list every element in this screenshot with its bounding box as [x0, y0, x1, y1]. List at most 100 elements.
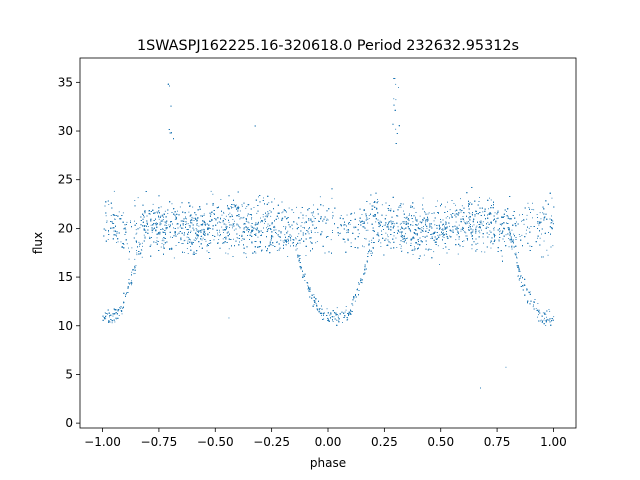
data-point	[136, 232, 138, 234]
data-point	[442, 232, 444, 233]
data-point	[410, 242, 412, 244]
data-point	[202, 233, 204, 235]
data-point	[107, 239, 109, 240]
data-point	[193, 239, 195, 241]
data-point	[149, 213, 151, 215]
data-point	[479, 197, 480, 198]
data-point	[246, 228, 248, 230]
data-point	[134, 220, 135, 222]
data-point	[174, 218, 176, 220]
data-point	[182, 224, 184, 226]
data-point	[156, 211, 158, 213]
data-point	[232, 227, 233, 229]
data-point	[282, 240, 284, 242]
data-point	[545, 314, 547, 315]
data-point	[219, 229, 220, 231]
data-point	[529, 292, 530, 293]
data-point	[199, 246, 200, 248]
data-point	[196, 225, 198, 226]
data-point	[225, 236, 226, 238]
data-point	[123, 244, 125, 245]
data-point	[307, 288, 309, 290]
data-point	[150, 218, 152, 220]
data-point	[322, 205, 324, 207]
data-point	[406, 238, 408, 239]
data-point	[184, 239, 186, 241]
data-point	[337, 317, 339, 318]
data-point	[186, 223, 188, 225]
data-point	[105, 215, 107, 217]
data-point	[542, 212, 544, 214]
data-point	[427, 213, 429, 215]
data-point	[251, 217, 253, 219]
data-point	[191, 222, 193, 224]
data-point	[263, 197, 264, 199]
data-point	[398, 87, 399, 88]
data-point	[190, 218, 192, 220]
data-point	[549, 310, 551, 312]
data-point	[506, 211, 507, 212]
data-point	[139, 245, 140, 247]
data-point	[505, 366, 507, 368]
data-point	[116, 242, 117, 243]
data-point	[222, 242, 223, 244]
data-point	[410, 239, 412, 241]
data-point	[449, 225, 450, 227]
data-point	[131, 280, 132, 282]
data-point	[340, 215, 342, 216]
data-point	[222, 221, 224, 223]
data-point	[430, 226, 432, 227]
data-point	[408, 215, 410, 216]
data-point	[296, 206, 297, 208]
data-point	[532, 306, 534, 308]
data-point	[266, 227, 267, 229]
data-point	[537, 237, 538, 239]
data-point	[276, 242, 277, 243]
data-point	[419, 215, 421, 217]
data-point	[248, 204, 250, 206]
data-point	[507, 215, 509, 217]
data-point	[508, 246, 510, 248]
data-point	[393, 98, 395, 100]
data-point	[281, 212, 283, 214]
data-point	[451, 215, 452, 217]
data-point	[209, 242, 211, 244]
data-point	[482, 236, 484, 238]
data-point	[290, 238, 292, 240]
data-point	[179, 206, 181, 208]
data-point	[297, 236, 299, 237]
data-point	[234, 204, 235, 206]
data-point	[407, 223, 409, 225]
data-point	[283, 226, 285, 227]
data-point	[118, 315, 120, 316]
data-point	[227, 207, 229, 209]
data-point	[437, 238, 438, 239]
data-point	[269, 224, 271, 226]
data-point	[519, 270, 521, 272]
data-point	[330, 312, 332, 314]
data-point	[465, 232, 467, 234]
data-point	[516, 221, 517, 223]
data-point	[108, 204, 110, 205]
data-point	[118, 211, 120, 213]
data-point	[204, 225, 206, 226]
data-point	[482, 211, 484, 213]
data-point	[472, 221, 474, 223]
data-point	[260, 221, 261, 223]
data-point	[462, 216, 464, 217]
data-point	[551, 215, 552, 217]
data-point	[487, 221, 489, 223]
data-point	[402, 221, 404, 223]
data-point	[286, 217, 288, 219]
data-point	[116, 232, 118, 234]
data-point	[494, 212, 496, 214]
data-point	[287, 230, 289, 232]
data-point	[428, 212, 430, 214]
data-point	[173, 257, 175, 259]
data-point	[396, 247, 398, 248]
data-point	[326, 308, 328, 310]
data-point	[282, 211, 284, 213]
data-point	[104, 312, 106, 314]
data-point	[424, 212, 426, 214]
data-point	[121, 246, 123, 247]
